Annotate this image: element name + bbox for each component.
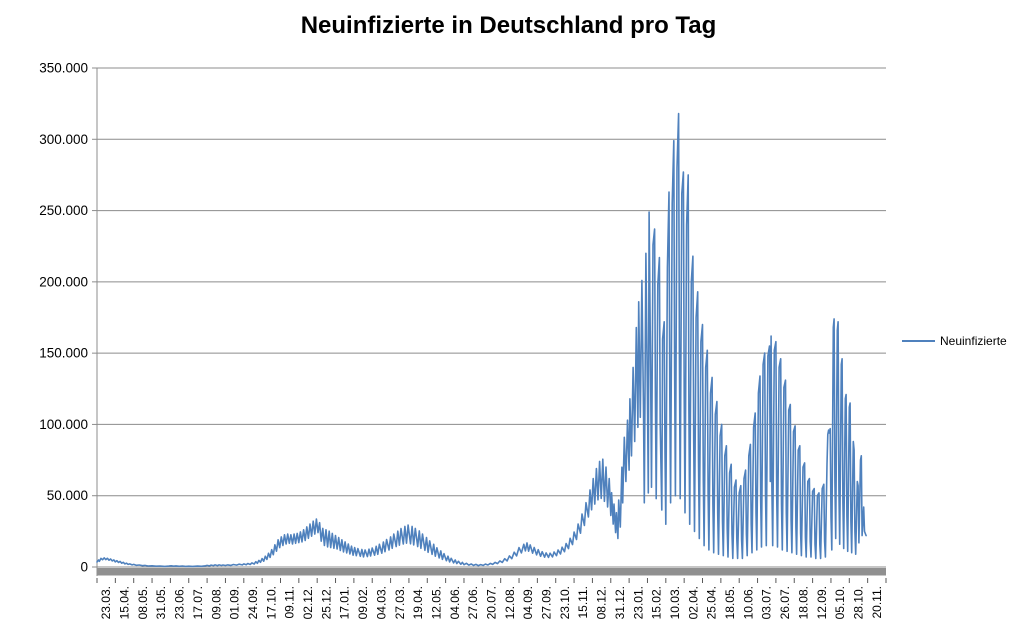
x-axis-label: 23.01. — [631, 586, 645, 619]
x-axis-bar — [97, 568, 886, 576]
legend-label: Neuinfizierte — [940, 334, 1007, 348]
x-axis-label: 26.07. — [778, 586, 792, 619]
x-axis-label: 24.09. — [246, 586, 260, 619]
legend-line-swatch — [902, 340, 935, 342]
x-axis-label: 08.12. — [595, 586, 609, 619]
x-axis-label: 28.10. — [851, 586, 865, 619]
x-axis-label: 15.11. — [576, 586, 590, 618]
x-axis-label: 15.02. — [650, 586, 664, 619]
y-axis-label: 0 — [80, 560, 88, 575]
x-axis-label: 02.12. — [301, 586, 315, 619]
x-axis-label: 12.05. — [429, 586, 443, 619]
x-axis-label: 15.04. — [118, 586, 132, 619]
y-axis-label: 100.000 — [39, 417, 88, 432]
legend: Neuinfizierte — [902, 334, 1007, 348]
x-axis-label: 02.04. — [686, 586, 700, 619]
x-axis-label: 25.04. — [705, 586, 719, 619]
x-axis-label: 23.06. — [173, 586, 187, 619]
y-axis-label: 250.000 — [39, 203, 88, 218]
x-axis-label: 10.03. — [668, 586, 682, 619]
x-axis-label: 09.02. — [356, 586, 370, 619]
x-axis-label: 17.10. — [264, 586, 278, 619]
x-axis-label: 10.06. — [741, 586, 755, 619]
x-axis-label: 17.01. — [338, 586, 352, 619]
x-axis-label: 04.03. — [374, 586, 388, 619]
x-axis-label: 19.04. — [411, 586, 425, 619]
x-axis-label: 20.07. — [485, 586, 499, 619]
x-axis-label: 01.09. — [228, 586, 242, 619]
x-axis-label: 27.03. — [393, 586, 407, 619]
x-axis-label: 27.09. — [540, 586, 554, 619]
x-axis-label: 09.11. — [283, 586, 297, 618]
x-axis-label: 18.08. — [796, 586, 810, 619]
x-axis-label: 23.03. — [99, 586, 113, 619]
x-axis-label: 25.12. — [319, 586, 333, 619]
y-axis-label: 150.000 — [39, 346, 88, 361]
x-axis-label: 03.07. — [760, 586, 774, 619]
x-axis-label: 23.10. — [558, 586, 572, 619]
x-axis-label: 04.09. — [521, 586, 535, 619]
x-axis-label: 17.07. — [191, 586, 205, 619]
x-axis-label: 04.06. — [448, 586, 462, 619]
x-axis-label: 20.11. — [870, 586, 884, 618]
chart-title: Neuinfizierte in Deutschland pro Tag — [300, 12, 717, 39]
x-axis-label: 12.08. — [503, 586, 517, 619]
x-axis-label: 12.09. — [815, 586, 829, 619]
x-axis-label: 08.05. — [136, 586, 150, 619]
data-line-neuinfizierte — [96, 112, 867, 568]
x-axis-label: 31.05. — [154, 586, 168, 619]
y-axis-label: 300.000 — [39, 132, 88, 147]
y-axis-label: 350.000 — [39, 61, 88, 76]
x-axis-label: 27.06. — [466, 586, 480, 619]
y-axis-label: 50.000 — [47, 488, 88, 503]
x-axis-label: 09.08. — [209, 586, 223, 619]
x-axis-label: 05.10. — [833, 586, 847, 619]
y-axis-label: 200.000 — [39, 274, 88, 289]
x-axis-label: 18.05. — [723, 586, 737, 619]
x-axis-label: 31.12. — [613, 586, 627, 619]
